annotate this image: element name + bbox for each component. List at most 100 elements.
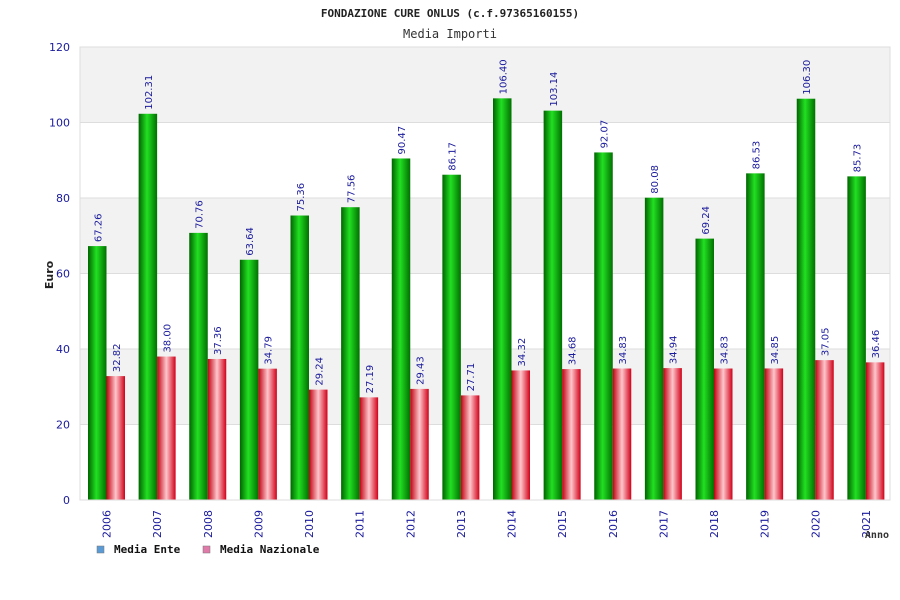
data-label-media-nazionale: 34.68 xyxy=(567,336,578,365)
bar-media-ente xyxy=(138,113,158,500)
bar-media-ente xyxy=(695,238,714,500)
bar-media-ente xyxy=(239,259,259,500)
bar-media-nazionale xyxy=(106,376,125,500)
bar-media-nazionale xyxy=(410,388,429,500)
x-tick-label: 2008 xyxy=(202,510,215,538)
x-tick-label: 2019 xyxy=(759,510,772,538)
legend-swatch xyxy=(202,545,211,554)
data-label-media-ente: 80.08 xyxy=(650,165,661,194)
x-tick-label: 2017 xyxy=(657,510,670,538)
bar-media-nazionale xyxy=(612,368,632,500)
bar-media-nazionale xyxy=(157,356,176,500)
data-label-media-ente: 86.17 xyxy=(448,142,459,171)
y-tick-label: 80 xyxy=(56,192,70,205)
data-label-media-ente: 86.53 xyxy=(751,141,762,170)
bar-media-ente xyxy=(341,207,360,500)
bar-media-nazionale xyxy=(663,368,682,500)
data-label-media-nazionale: 32.82 xyxy=(112,343,123,372)
y-tick-label: 40 xyxy=(56,343,70,356)
x-tick-label: 2014 xyxy=(506,510,519,538)
data-label-media-ente: 63.64 xyxy=(245,227,256,256)
data-label-media-ente: 70.76 xyxy=(195,200,206,229)
data-label-media-nazionale: 34.79 xyxy=(264,336,275,365)
data-label-media-ente: 106.30 xyxy=(802,60,813,95)
y-tick-label: 20 xyxy=(56,419,70,432)
bar-media-nazionale xyxy=(865,362,885,500)
data-label-media-ente: 67.26 xyxy=(93,213,104,242)
grid-band xyxy=(80,122,890,198)
axes: 0 20 40 60 80 100 120 2006 2007 2008 2009 2010 2011 2… xyxy=(49,41,891,538)
data-label-media-nazionale: 34.94 xyxy=(669,335,680,364)
data-label-media-nazionale: 34.32 xyxy=(517,338,528,367)
bar-media-nazionale xyxy=(207,358,227,500)
data-label-media-nazionale: 34.85 xyxy=(770,336,781,365)
data-label-media-ente: 85.73 xyxy=(853,144,864,173)
bar-media-nazionale xyxy=(764,368,784,500)
x-tick-label: 2013 xyxy=(455,510,468,538)
bar-media-nazionale xyxy=(359,397,379,500)
bar-media-ente xyxy=(796,98,816,500)
data-label-media-nazionale: 34.83 xyxy=(719,336,730,365)
bar-media-nazionale xyxy=(714,368,733,500)
bar-media-nazionale xyxy=(258,368,277,500)
y-tick-label: 120 xyxy=(49,41,70,54)
bar-media-nazionale xyxy=(460,395,480,500)
y-tick-label: 0 xyxy=(63,494,70,507)
x-tick-label: 2012 xyxy=(404,510,417,538)
bar-media-ente xyxy=(391,158,411,500)
data-label-media-nazionale: 37.36 xyxy=(213,326,224,355)
legend-swatch xyxy=(96,545,105,554)
bar-media-ente xyxy=(594,152,613,501)
bar-media-ente xyxy=(746,173,765,500)
bar-media-nazionale xyxy=(511,370,530,500)
data-label-media-nazionale: 27.19 xyxy=(365,365,376,394)
chart-subtitle: Media Importi xyxy=(403,27,497,41)
bar-media-ente xyxy=(442,174,461,500)
data-label-media-nazionale: 29.24 xyxy=(314,357,325,386)
chart-title: FONDAZIONE CURE ONLUS (c.f.97365160155) xyxy=(321,7,579,20)
bar-media-ente xyxy=(543,110,563,501)
grid-band xyxy=(80,47,890,123)
bar-media-ente xyxy=(290,215,309,501)
data-label-media-nazionale: 38.00 xyxy=(162,324,173,353)
data-label-media-ente: 102.31 xyxy=(144,75,155,110)
y-tick-label: 60 xyxy=(56,268,70,281)
data-label-media-ente: 90.47 xyxy=(397,126,408,155)
data-label-media-ente: 92.07 xyxy=(600,120,611,149)
bar-media-nazionale xyxy=(815,360,834,500)
data-label-media-ente: 77.56 xyxy=(346,175,357,204)
x-tick-label: 2010 xyxy=(303,510,316,538)
bar-media-nazionale xyxy=(562,369,581,500)
x-tick-label: 2006 xyxy=(101,510,114,538)
x-tick-label: 2021 xyxy=(860,510,873,538)
y-tick-label: 100 xyxy=(49,117,70,130)
data-label-media-ente: 103.14 xyxy=(549,72,560,107)
data-label-media-nazionale: 29.43 xyxy=(416,356,427,385)
x-tick-label: 2018 xyxy=(708,510,721,538)
plot-frame xyxy=(79,46,891,501)
bar-media-ente xyxy=(847,176,866,500)
y-axis-label: Euro xyxy=(43,260,56,289)
bar-media-ente xyxy=(644,197,664,500)
data-label-media-nazionale: 27.71 xyxy=(466,363,477,392)
x-tick-label: 2007 xyxy=(151,510,164,538)
data-label-media-nazionale: 37.05 xyxy=(821,327,832,356)
legend-label: Media Nazionale xyxy=(220,543,320,556)
data-label-media-ente: 69.24 xyxy=(701,206,712,235)
legend: Media Ente Media Nazionale xyxy=(96,543,320,556)
x-tick-label: 2020 xyxy=(809,510,822,538)
x-tick-label: 2015 xyxy=(556,510,569,538)
bars: 67.26 32.82 102.31 38.00 70.76 37.36 63.64 34.7… xyxy=(88,59,885,501)
bar-media-ente xyxy=(189,232,208,501)
bar-media-ente xyxy=(493,98,512,500)
data-label-media-nazionale: 34.83 xyxy=(618,336,629,365)
x-axis-label: Anno xyxy=(865,530,889,541)
data-label-media-ente: 75.36 xyxy=(296,183,307,212)
x-tick-label: 2016 xyxy=(607,510,620,538)
bar-media-nazionale xyxy=(309,389,328,500)
x-tick-label: 2011 xyxy=(354,510,367,538)
legend-label: Media Ente xyxy=(114,543,181,556)
data-label-media-ente: 106.40 xyxy=(498,59,509,94)
data-label-media-nazionale: 36.46 xyxy=(871,330,882,359)
